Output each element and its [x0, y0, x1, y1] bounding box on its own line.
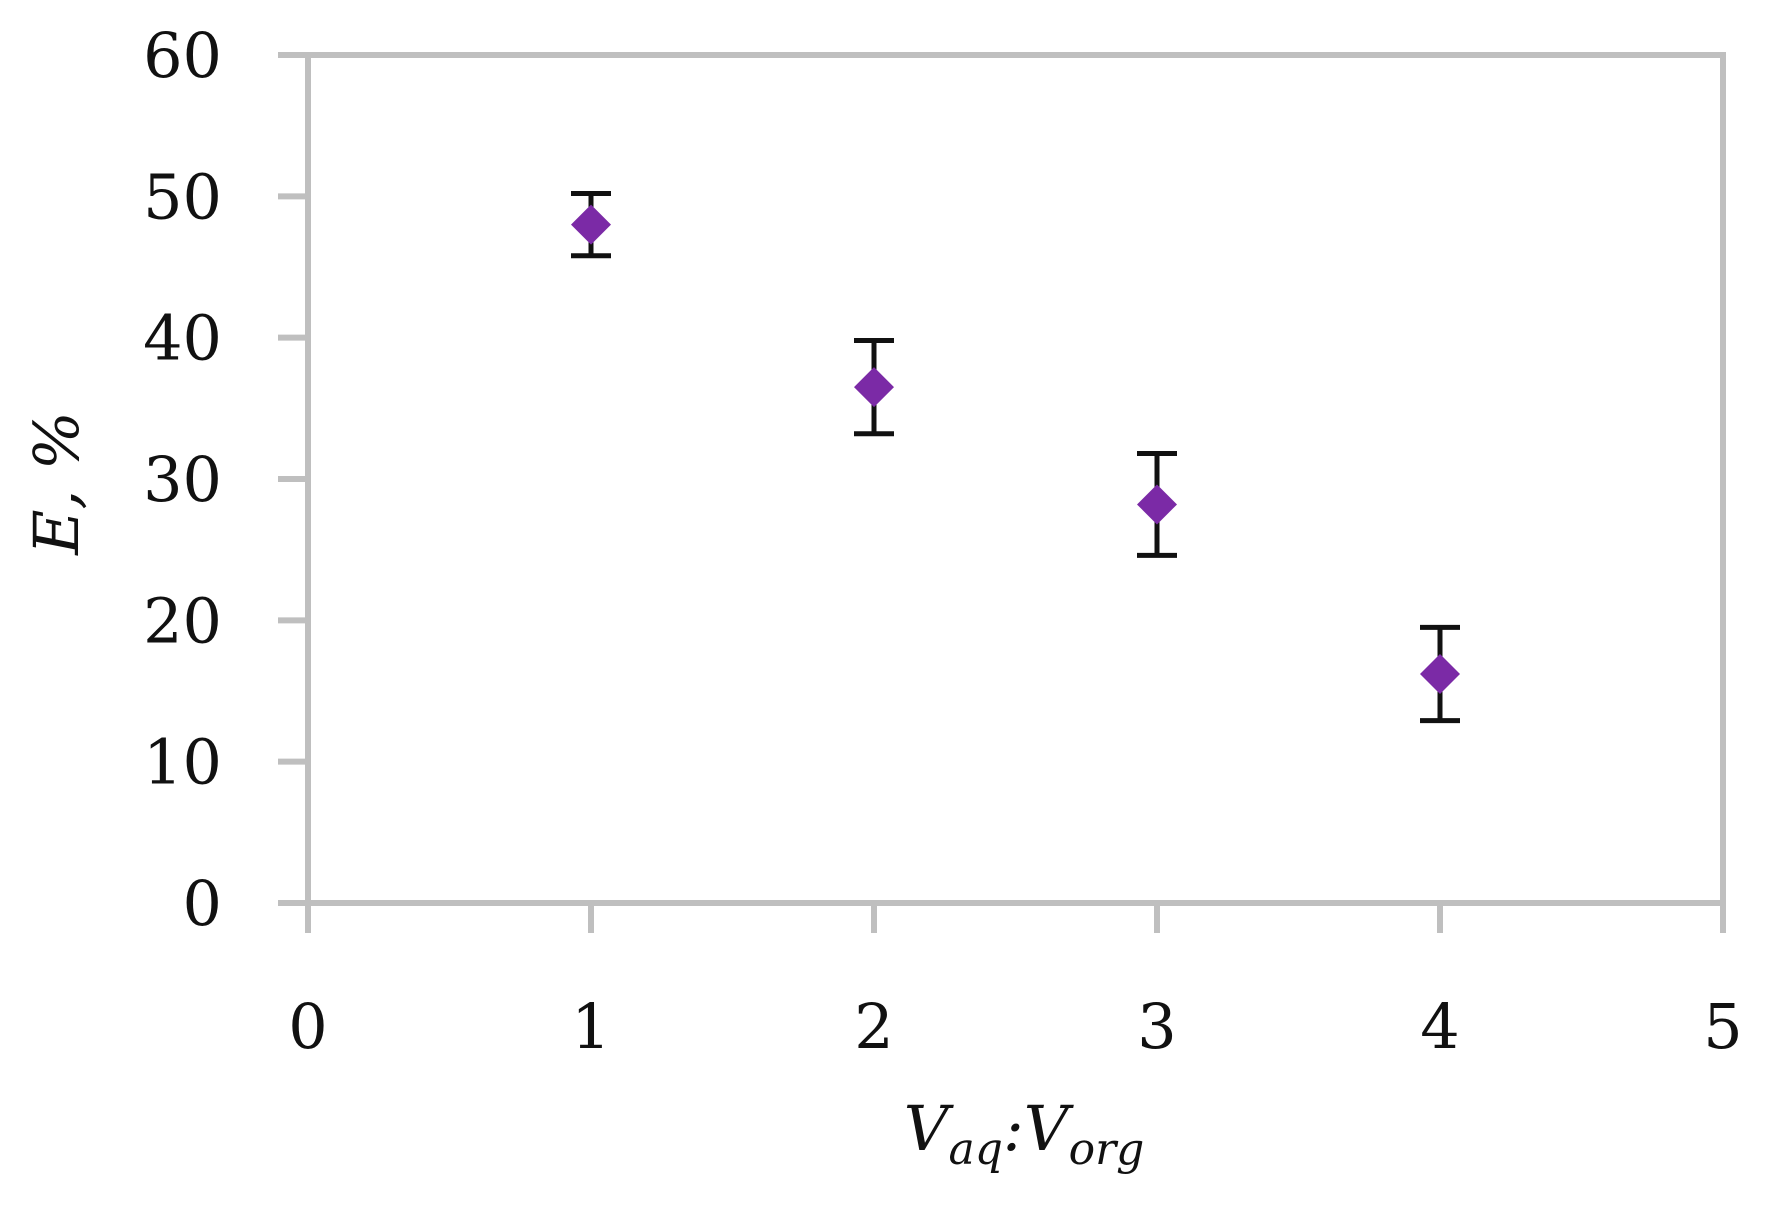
x-axis-title-sub-right: org [1069, 1124, 1145, 1175]
y-tick-labels: 0 10 20 30 40 50 60 [143, 19, 222, 940]
x-tick-label: 2 [854, 990, 893, 1063]
data-point [1420, 654, 1460, 695]
y-tick-label: 0 [183, 867, 222, 940]
x-axis-title-separator: : [1003, 1092, 1024, 1165]
x-tick-label: 3 [1137, 990, 1176, 1063]
x-tick-label: 4 [1420, 990, 1459, 1063]
y-tick-label: 50 [143, 160, 222, 233]
y-tick-label: 20 [143, 584, 222, 657]
error-bars [571, 191, 1460, 724]
axis-ticks [278, 52, 1726, 933]
data-point [571, 204, 611, 245]
x-tick-labels: 0 1 2 3 4 5 [288, 990, 1742, 1063]
y-tick-label: 40 [143, 302, 222, 375]
x-tick-label: 0 [288, 990, 327, 1063]
y-tick-label: 10 [143, 726, 222, 799]
data-points [571, 204, 1460, 695]
x-axis-title: Vaq:Vorg [904, 1092, 1145, 1175]
y-axis-title: E, % [20, 411, 93, 556]
x-tick-label: 1 [571, 990, 610, 1063]
plot-frame [305, 52, 1726, 906]
data-point [854, 367, 894, 408]
x-tick-label: 5 [1703, 990, 1742, 1063]
data-point [1137, 484, 1177, 525]
x-axis-title-main: V [904, 1092, 955, 1165]
y-tick-label: 60 [143, 19, 222, 92]
x-axis-title-main2: V [1024, 1092, 1075, 1165]
y-tick-label: 30 [143, 443, 222, 516]
plot-area-border [305, 52, 1726, 906]
x-axis-title-sub-left: aq [949, 1124, 1003, 1175]
